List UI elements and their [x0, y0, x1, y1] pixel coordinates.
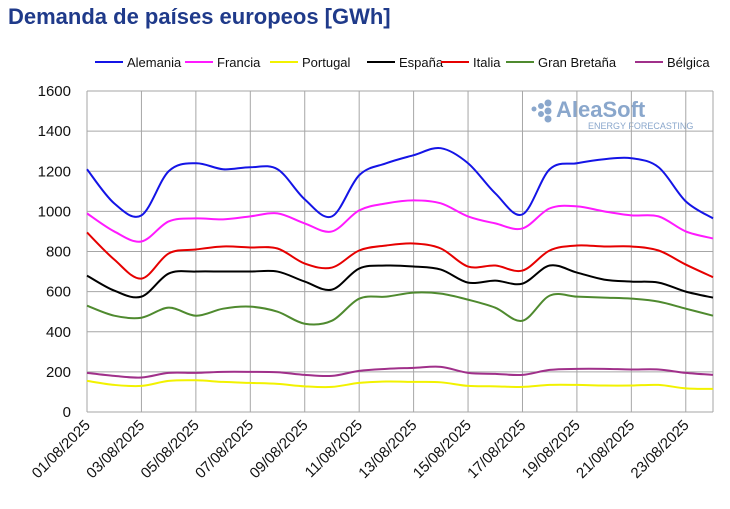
- series-line-espana: [86, 264, 714, 299]
- series-line-francia: [86, 199, 714, 243]
- watermark-tagline: ENERGY FORECASTING: [588, 121, 693, 131]
- legend: Alemania Francia Portugal España Italia Gran …: [95, 55, 710, 70]
- grid-lines: [86, 90, 714, 413]
- legend-label: Italia: [473, 55, 501, 70]
- legend-label: Gran Bretaña: [538, 55, 617, 70]
- x-tick-label: 23/08/2025: [628, 417, 693, 482]
- y-tick-label: 200: [46, 364, 71, 381]
- legend-label: Bélgica: [667, 55, 710, 70]
- legend-item-espana: España: [367, 55, 444, 70]
- series-line-alemania: [86, 146, 714, 220]
- y-tick-label: 800: [46, 244, 71, 261]
- legend-label: Francia: [217, 55, 261, 70]
- legend-item-francia: Francia: [185, 55, 261, 70]
- y-tick-label: 400: [46, 324, 71, 341]
- series-lines: [86, 146, 714, 390]
- series-line-belgica: [86, 365, 714, 379]
- watermark-name: AleaSoft: [556, 97, 646, 122]
- aleasoft-watermark: AleaSoft ENERGY FORECASTING: [531, 97, 693, 131]
- x-axis: 01/08/202503/08/202505/08/202507/08/2025…: [29, 417, 693, 482]
- chart-title: Demanda de países europeos [GWh]: [8, 4, 391, 29]
- series-line-portugal: [86, 379, 714, 390]
- y-tick-label: 1600: [38, 83, 71, 100]
- aleasoft-logo-icon: [531, 99, 552, 123]
- y-tick-label: 1000: [38, 203, 71, 220]
- y-axis: 0 200 400 600 800 1000 1200 1400 1600: [38, 83, 71, 421]
- x-tick-label: 09/08/2025: [246, 417, 311, 482]
- legend-item-portugal: Portugal: [270, 55, 351, 70]
- legend-label: Alemania: [127, 55, 182, 70]
- legend-label: Portugal: [302, 55, 351, 70]
- y-tick-label: 0: [63, 404, 71, 421]
- legend-item-belgica: Bélgica: [635, 55, 710, 70]
- series-line-gran-bretana: [86, 291, 714, 326]
- y-tick-label: 600: [46, 284, 71, 301]
- series-line-italia: [86, 231, 714, 280]
- legend-item-alemania: Alemania: [95, 55, 182, 70]
- legend-item-italia: Italia: [441, 55, 501, 70]
- y-tick-label: 1400: [38, 123, 71, 140]
- y-tick-label: 1200: [38, 163, 71, 180]
- legend-item-gran-bretana: Gran Bretaña: [506, 55, 617, 70]
- legend-label: España: [399, 55, 444, 70]
